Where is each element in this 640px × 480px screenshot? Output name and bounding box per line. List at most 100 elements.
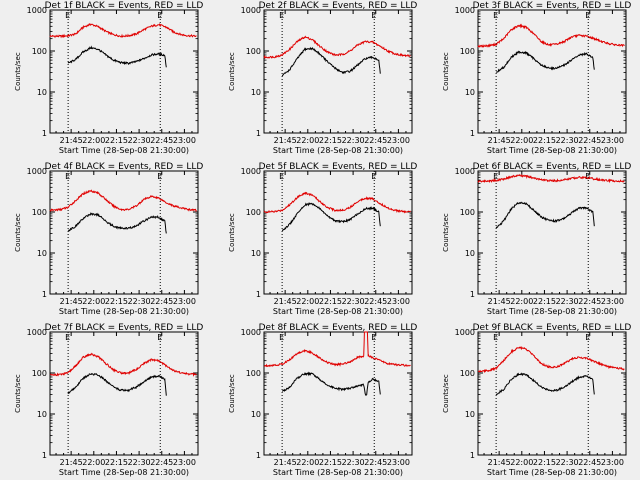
panel-title: Det 3f BLACK = Events, RED = LLD [473, 1, 632, 11]
plot-frame [477, 9, 627, 134]
marker-label: E [279, 333, 284, 342]
plot-frame [49, 331, 199, 456]
events-series-line [67, 212, 167, 234]
marker-label: E [585, 11, 590, 20]
x-tick-label: 21:45 [60, 136, 83, 145]
x-tick-label: 22:00 [82, 136, 105, 145]
x-tick-label: 22:30 [342, 458, 365, 467]
x-tick-label: 23:00 [601, 297, 624, 306]
y-axis-label: Counts/sec [442, 52, 450, 91]
y-tick-label: 1 [470, 290, 475, 299]
x-tick-label: 22:00 [510, 136, 533, 145]
marker-label: E [493, 11, 498, 20]
x-axis-label: Start Time (28-Sep-08 21:30:00) [59, 146, 189, 155]
y-tick-label: 100 [32, 47, 47, 56]
x-tick-label: 22:00 [296, 297, 319, 306]
x-axis-label: Start Time (28-Sep-08 21:30:00) [487, 307, 617, 316]
x-tick-label: 22:45 [578, 136, 601, 145]
marker-label: E [585, 333, 590, 342]
events-series-line [282, 371, 381, 396]
x-tick-label: 21:45 [60, 458, 83, 467]
y-tick-label: 100 [32, 208, 47, 217]
y-axis-label: Counts/sec [228, 52, 236, 91]
y-tick-label: 1000 [241, 167, 261, 176]
panel-title: Det 7f BLACK = Events, RED = LLD [45, 323, 204, 333]
y-tick-label: 1000 [27, 328, 47, 337]
y-tick-label: 1000 [455, 328, 475, 337]
lld-series-line [478, 345, 625, 374]
x-tick-label: 21:45 [274, 297, 297, 306]
plot-frame [49, 9, 199, 134]
y-tick-label: 1000 [27, 167, 47, 176]
lld-series-line [49, 189, 197, 213]
panel-title: Det 6f BLACK = Events, RED = LLD [473, 162, 632, 172]
plot-frame [477, 331, 627, 456]
y-axis-label: Counts/sec [14, 374, 22, 413]
x-axis-label: Start Time (28-Sep-08 21:30:00) [487, 468, 617, 477]
panel-det-7: Det 7f BLACK = Events, RED = LLD 21:45 22:… [14, 323, 203, 477]
x-tick-label: 22:30 [556, 458, 579, 467]
y-tick-label: 1 [256, 129, 261, 138]
marker-label: E [157, 11, 162, 20]
y-tick-label: 1000 [455, 167, 475, 176]
x-tick-label: 21:45 [488, 458, 511, 467]
x-tick-label: 23:00 [173, 136, 196, 145]
panel-det-8: Det 8f BLACK = Events, RED = LLD 21:45 22:… [228, 323, 417, 477]
x-tick-label: 21:45 [488, 136, 511, 145]
lld-series-line [477, 23, 625, 48]
y-tick-label: 1 [42, 129, 47, 138]
marker-label: E [157, 172, 162, 181]
x-tick-label: 21:45 [274, 458, 297, 467]
events-series-line [495, 372, 595, 396]
x-tick-label: 23:00 [601, 136, 624, 145]
panel-title: Det 5f BLACK = Events, RED = LLD [259, 162, 418, 172]
marker-label: E [279, 172, 284, 181]
x-axis-label: Start Time (28-Sep-08 21:30:00) [273, 146, 403, 155]
y-tick-label: 100 [246, 369, 261, 378]
x-tick-label: 21:45 [274, 136, 297, 145]
marker-label: E [371, 333, 376, 342]
x-tick-label: 21:45 [488, 297, 511, 306]
y-tick-label: 1000 [241, 6, 261, 15]
y-tick-label: 1 [470, 451, 475, 460]
lld-series-line [49, 352, 197, 377]
x-tick-label: 22:15 [533, 297, 556, 306]
y-axis-label: Counts/sec [228, 374, 236, 413]
y-tick-label: 10 [465, 249, 475, 258]
y-axis-label: Counts/sec [228, 213, 236, 252]
y-tick-label: 1 [42, 290, 47, 299]
y-tick-label: 1000 [455, 6, 475, 15]
y-axis-label: Counts/sec [14, 52, 22, 91]
x-tick-label: 22:15 [533, 458, 556, 467]
x-tick-label: 22:45 [364, 458, 387, 467]
panel-title: Det 9f BLACK = Events, RED = LLD [473, 323, 632, 333]
panel-title: Det 4f BLACK = Events, RED = LLD [45, 162, 204, 172]
x-tick-label: 22:45 [364, 136, 387, 145]
lld-series-line [477, 173, 625, 184]
plot-frame [477, 170, 627, 295]
x-tick-label: 22:45 [578, 297, 601, 306]
panel-title: Det 8f BLACK = Events, RED = LLD [259, 323, 418, 333]
x-tick-label: 22:45 [364, 297, 387, 306]
marker-label: E [493, 172, 498, 181]
plot-frame [263, 9, 413, 134]
events-series-line [495, 50, 595, 73]
y-axis-label: Counts/sec [442, 374, 450, 413]
y-tick-label: 1000 [241, 328, 261, 337]
x-tick-label: 22:45 [150, 297, 173, 306]
panel-det-6: Det 6f BLACK = Events, RED = LLD 21:45 22:… [442, 162, 631, 316]
x-tick-label: 22:15 [319, 458, 342, 467]
x-tick-label: 22:30 [128, 458, 151, 467]
y-tick-label: 1 [470, 129, 475, 138]
x-axis-label: Start Time (28-Sep-08 21:30:00) [59, 307, 189, 316]
x-tick-label: 22:30 [128, 297, 151, 306]
x-tick-label: 23:00 [387, 297, 410, 306]
x-tick-label: 23:00 [173, 297, 196, 306]
marker-label: E [65, 11, 70, 20]
y-tick-label: 10 [37, 249, 47, 258]
x-tick-label: 22:15 [105, 136, 128, 145]
y-tick-label: 100 [460, 47, 475, 56]
